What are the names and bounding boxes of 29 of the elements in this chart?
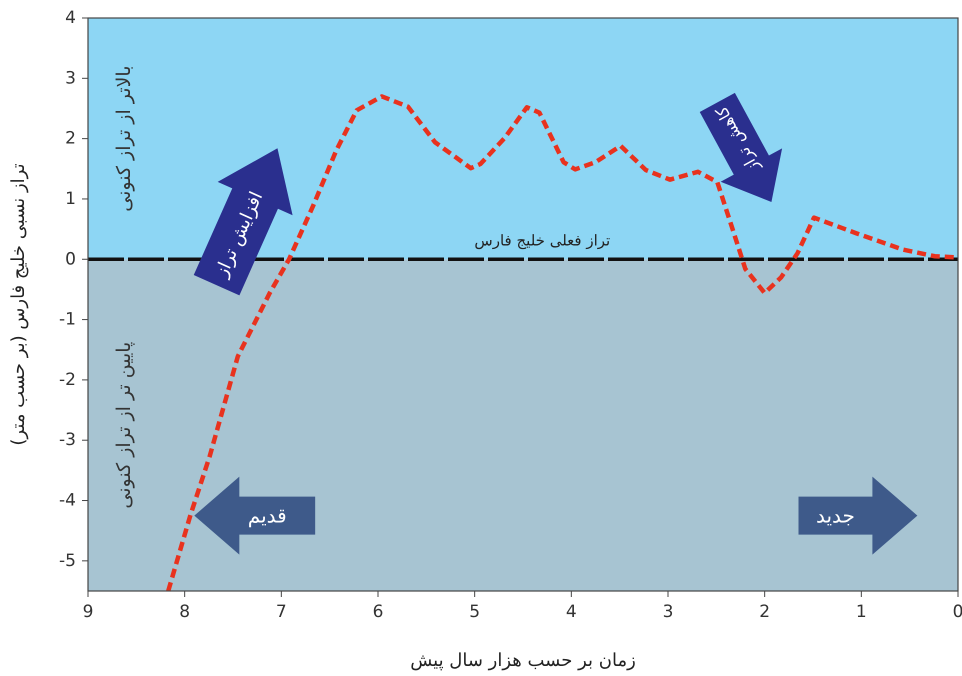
- y-tick-label: 3: [65, 68, 76, 88]
- band-label: بالاتر از تراز کنونی: [113, 66, 135, 212]
- y-tick-label: 4: [65, 8, 76, 28]
- x-tick-label: 9: [82, 602, 94, 622]
- annotation: کاهش تراز: [712, 102, 764, 176]
- x-tick-label: 3: [662, 602, 674, 622]
- ref-line-label: تراز فعلی خلیج فارس: [474, 231, 610, 250]
- y-tick-label: -3: [59, 430, 76, 450]
- x-axis-title: زمان بر حسب هزار سال پیش: [410, 650, 636, 671]
- y-tick-label: 2: [65, 128, 76, 149]
- x-tick-label: 6: [372, 602, 384, 622]
- x-tick-label: 5: [469, 602, 480, 622]
- x-tick-label: 2: [759, 602, 770, 622]
- y-tick-label: -4: [59, 490, 76, 511]
- x-tick-label: 1: [856, 602, 867, 622]
- y-tick-label: 0: [65, 249, 76, 270]
- y-tick-label: 1: [65, 188, 76, 209]
- y-tick-label: -5: [59, 550, 76, 571]
- annotation: قدیم: [248, 504, 287, 528]
- band-label: پایین تر از تراز کنونی: [113, 342, 135, 509]
- annotation: افزایش تراز: [210, 188, 268, 282]
- x-tick-label: 4: [566, 602, 577, 622]
- x-tick-label: 8: [179, 602, 190, 622]
- annotation: جدید: [816, 504, 855, 528]
- y-tick-label: -2: [59, 370, 76, 390]
- x-tick-label: 0: [952, 602, 962, 622]
- y-axis-title: تراز نسبی خلیج فارس (بر حسب متر): [8, 163, 29, 446]
- y-tick-label: -1: [59, 310, 76, 330]
- x-tick-label: 7: [276, 602, 287, 622]
